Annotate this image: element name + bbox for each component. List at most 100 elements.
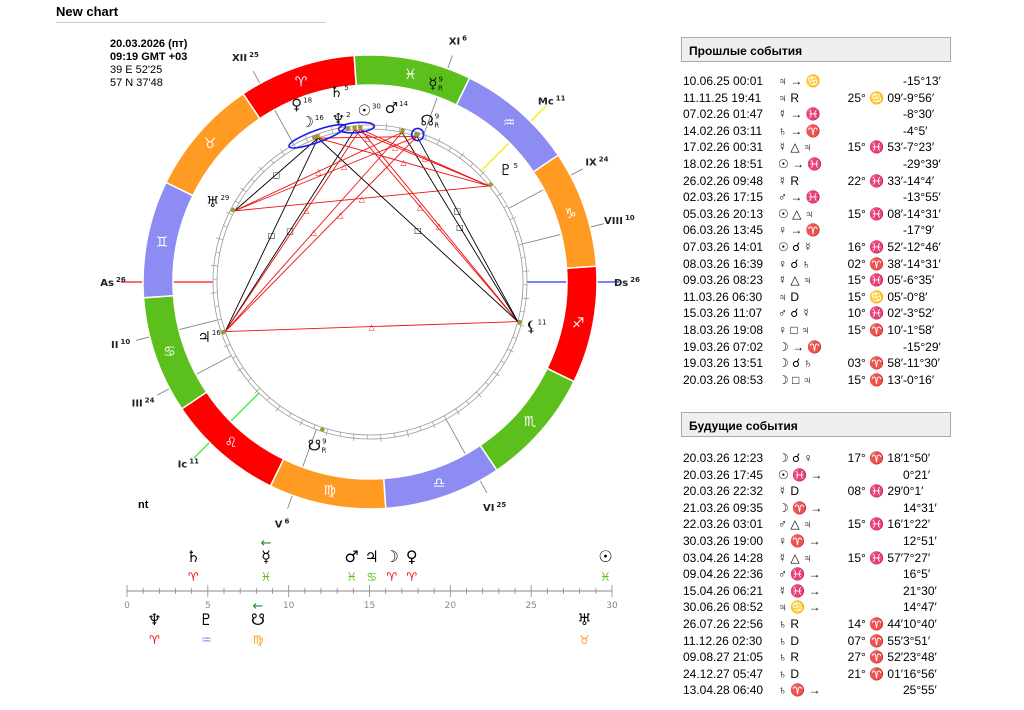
planet-marker-mars — [400, 128, 405, 133]
event-position: 15° ♓ 16′ — [847, 517, 903, 532]
retrograde-arrow-icon: ← — [252, 599, 263, 614]
degree-tick — [443, 415, 447, 420]
event-description: ♃ → ♋ — [778, 74, 821, 88]
event-date: 11.03.26 06:30 — [683, 289, 763, 304]
past-events-header: Прошлые события — [681, 37, 951, 62]
event-row: 11.11.25 19:41 ♃ R 25° ♋ 09′ -9°56′ — [683, 91, 953, 107]
event-description: ♃ R — [778, 90, 799, 105]
aspect-line-neptune-jupiter — [224, 129, 356, 332]
event-description: ♄ R — [778, 617, 799, 631]
zodiac-sign-glyph: ♐︎ — [572, 315, 585, 331]
event-description: ☽ ☌ ♀ — [778, 451, 813, 465]
degree-tick — [455, 408, 460, 415]
event-date: 19.03.26 13:51 — [683, 356, 764, 371]
degree-tick — [232, 355, 237, 359]
timeline-planet-icon: ☽︎ — [385, 547, 399, 566]
event-offset: 0°21′ — [903, 467, 931, 482]
event-row: 30.06.26 08:52 ♃ ♋ → 14°47′ — [683, 600, 953, 616]
event-description: ☉ ♓ → — [778, 467, 823, 482]
event-row: 10.06.25 00:01 ♃ → ♋ -15°13′ — [683, 74, 953, 90]
event-description: ☉ → ♓ — [778, 157, 823, 171]
saturn-icon: ♄︎5 — [330, 83, 349, 101]
event-date: 09.04.26 22:36 — [683, 567, 764, 582]
aspect-symbol: □ — [268, 231, 276, 240]
retrograde-arrow-icon: ← — [261, 536, 272, 551]
south-node-icon: ☋︎9 R — [308, 437, 327, 455]
aspect-symbol: △ — [422, 154, 429, 163]
degree-tick — [280, 149, 285, 156]
degree-tick — [318, 133, 321, 138]
event-position: 03° ♈ 58′ — [847, 356, 903, 371]
degree-tick — [258, 166, 264, 173]
timeline-tick-label: 20 — [445, 601, 457, 611]
aspect-line-mars-lilith — [401, 132, 519, 322]
house-label-viii: VIII 10 — [604, 214, 635, 227]
timeline-sign-icon: ♓︎ — [261, 570, 272, 584]
event-description: ☿ △ ♃ — [778, 550, 812, 565]
event-position: 21° ♈ 01′ — [847, 666, 903, 681]
chart-latitude: 57 N 37'48 — [110, 77, 163, 89]
degree-tick — [507, 348, 514, 353]
degree-tick — [496, 192, 503, 197]
timeline-planet-icon: ♂︎ — [345, 547, 359, 566]
event-date: 30.03.26 19:00 — [683, 534, 764, 548]
degree-tick — [266, 397, 270, 401]
event-description: ♀ ♈ → — [778, 534, 821, 548]
jupiter-icon: ♃︎16 — [197, 328, 221, 346]
event-date: 20.03.26 22:32 — [683, 484, 764, 499]
venus-icon: ♀︎18 — [291, 96, 312, 114]
degree-tick — [216, 237, 224, 241]
planet-marker-south-node — [320, 427, 325, 432]
event-offset: -1°58′ — [903, 323, 935, 337]
event-row: 22.03.26 03:01 ♂ △ ♃ 15° ♓ 16′ 1°22′ — [683, 517, 953, 533]
timeline-sign-icon: ♉︎ — [579, 633, 590, 647]
event-row: 18.02.26 18:51 ☉ → ♓ -29°39′ — [683, 157, 953, 173]
aspect-line-north-node-jupiter — [224, 136, 418, 332]
event-description: ♄ D — [778, 633, 799, 648]
event-position: 15° ♈ 13′ — [847, 372, 903, 387]
event-position: 15° ♓ 57′ — [847, 550, 903, 565]
inner-circle-2 — [216, 128, 524, 436]
degree-tick — [214, 318, 222, 322]
event-position: 02° ♈ 38′ — [847, 256, 903, 271]
event-position: 15° ♓ 05′ — [847, 273, 903, 288]
event-position: 15° ♓ 08′ — [847, 206, 903, 221]
event-date: 15.04.26 06:21 — [683, 583, 764, 598]
degree-tick — [214, 305, 219, 307]
house-label-xii: XII 25 — [232, 51, 259, 64]
degree-tick — [424, 135, 427, 140]
event-date: 14.02.26 03:11 — [683, 123, 763, 138]
degree-tick — [235, 200, 240, 204]
event-position: 22° ♓ 33′ — [847, 173, 903, 188]
zodiac-sign-glyph: ♈︎ — [295, 75, 308, 91]
event-description: ☿ D — [778, 484, 799, 499]
event-date: 30.06.26 08:52 — [683, 600, 764, 615]
event-row: 11.03.26 06:30 ♃ D 15° ♋ 05′ -0°8′ — [683, 290, 953, 306]
event-date: 17.02.26 00:31 — [683, 140, 764, 155]
event-row: 26.02.26 09:48 ☿ R 22° ♓ 33′ -14°4′ — [683, 174, 953, 190]
event-row: 19.03.26 07:02 ☽ → ♈ -15°29′ — [683, 340, 953, 356]
event-date: 02.03.26 17:15 — [683, 190, 764, 205]
degree-tick — [459, 152, 465, 159]
timeline-sign-icon: ♈︎ — [406, 570, 417, 584]
event-row: 08.03.26 16:39 ♀ ☌ ♄ 02° ♈ 38′ -14°31′ — [683, 257, 953, 273]
event-offset: -13°55′ — [903, 190, 941, 205]
zodiac-sign-glyph: ♍︎ — [323, 483, 336, 499]
degree-tick — [254, 388, 261, 394]
aspect-symbol: □ — [456, 223, 464, 232]
timeline-tick-label: 5 — [205, 601, 211, 611]
event-offset: -6°35′ — [903, 273, 935, 288]
aspect-line-moon-north-node — [317, 135, 418, 139]
event-row: 09.08.27 21:05 ♄ R 27° ♈ 52′ 23°48′ — [683, 650, 953, 666]
event-offset: 0°1′ — [903, 484, 924, 499]
degree-tick — [393, 433, 395, 438]
event-description: ☿ △ ♃ — [778, 140, 812, 155]
house-label-vi: VI 25 — [483, 501, 506, 514]
event-row: 20.03.26 22:32 ☿ D 08° ♓ 29′ 0°1′ — [683, 484, 953, 500]
aspect-symbol: △ — [436, 221, 443, 230]
event-description: ☉ △ ♃ — [778, 206, 814, 221]
aspect-symbol: △ — [311, 228, 318, 237]
timeline-tick-label: 15 — [364, 601, 375, 611]
event-date: 24.12.27 05:47 — [683, 666, 764, 681]
